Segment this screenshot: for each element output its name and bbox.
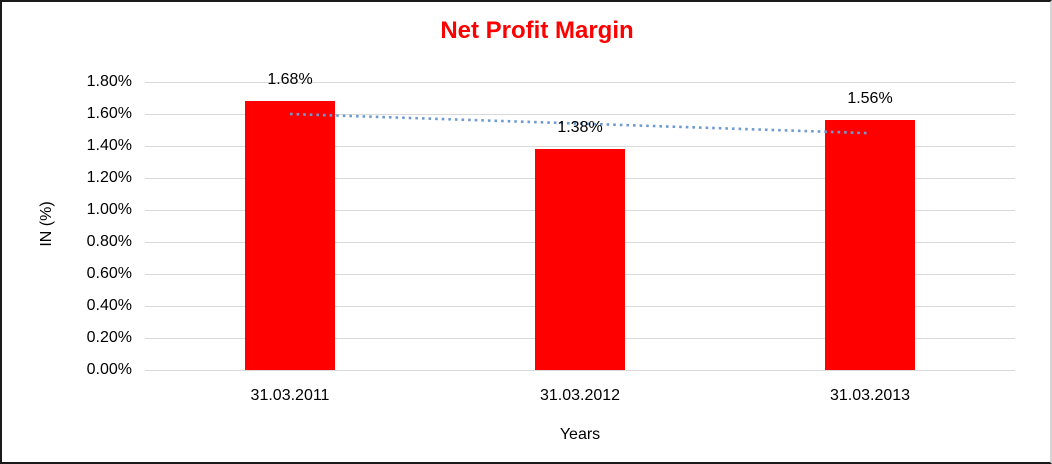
gridline [145, 82, 1015, 83]
bar-31.03.2011 [245, 101, 335, 370]
bar-31.03.2013 [825, 120, 915, 370]
y-tick-label: 1.40% [86, 137, 132, 154]
y-tick-label: 1.20% [86, 169, 132, 186]
y-tick-label: 0.00% [86, 361, 132, 378]
y-tick-label: 1.60% [86, 105, 132, 122]
y-axis-title: IN (%) [38, 201, 55, 247]
y-tick-label: 0.80% [86, 233, 132, 250]
y-tick-label: 0.60% [86, 265, 132, 282]
y-tick-label: 0.40% [86, 297, 132, 314]
x-tick-label: 31.03.2013 [829, 387, 911, 404]
y-tick-label: 1.80% [86, 73, 132, 90]
gridline [145, 370, 1015, 371]
data-label: 1.38% [557, 119, 603, 137]
x-axis-title: Years [559, 426, 601, 443]
bar-31.03.2012 [535, 149, 625, 370]
chart-title: Net Profit Margin [440, 17, 634, 44]
data-label: 1.56% [847, 90, 893, 108]
gridline [145, 146, 1015, 147]
x-tick-label: 31.03.2012 [539, 387, 621, 404]
y-tick-label: 1.00% [86, 201, 132, 218]
data-label: 1.68% [267, 71, 313, 89]
y-tick-label: 0.20% [86, 329, 132, 346]
x-tick-label: 31.03.2011 [250, 387, 330, 404]
